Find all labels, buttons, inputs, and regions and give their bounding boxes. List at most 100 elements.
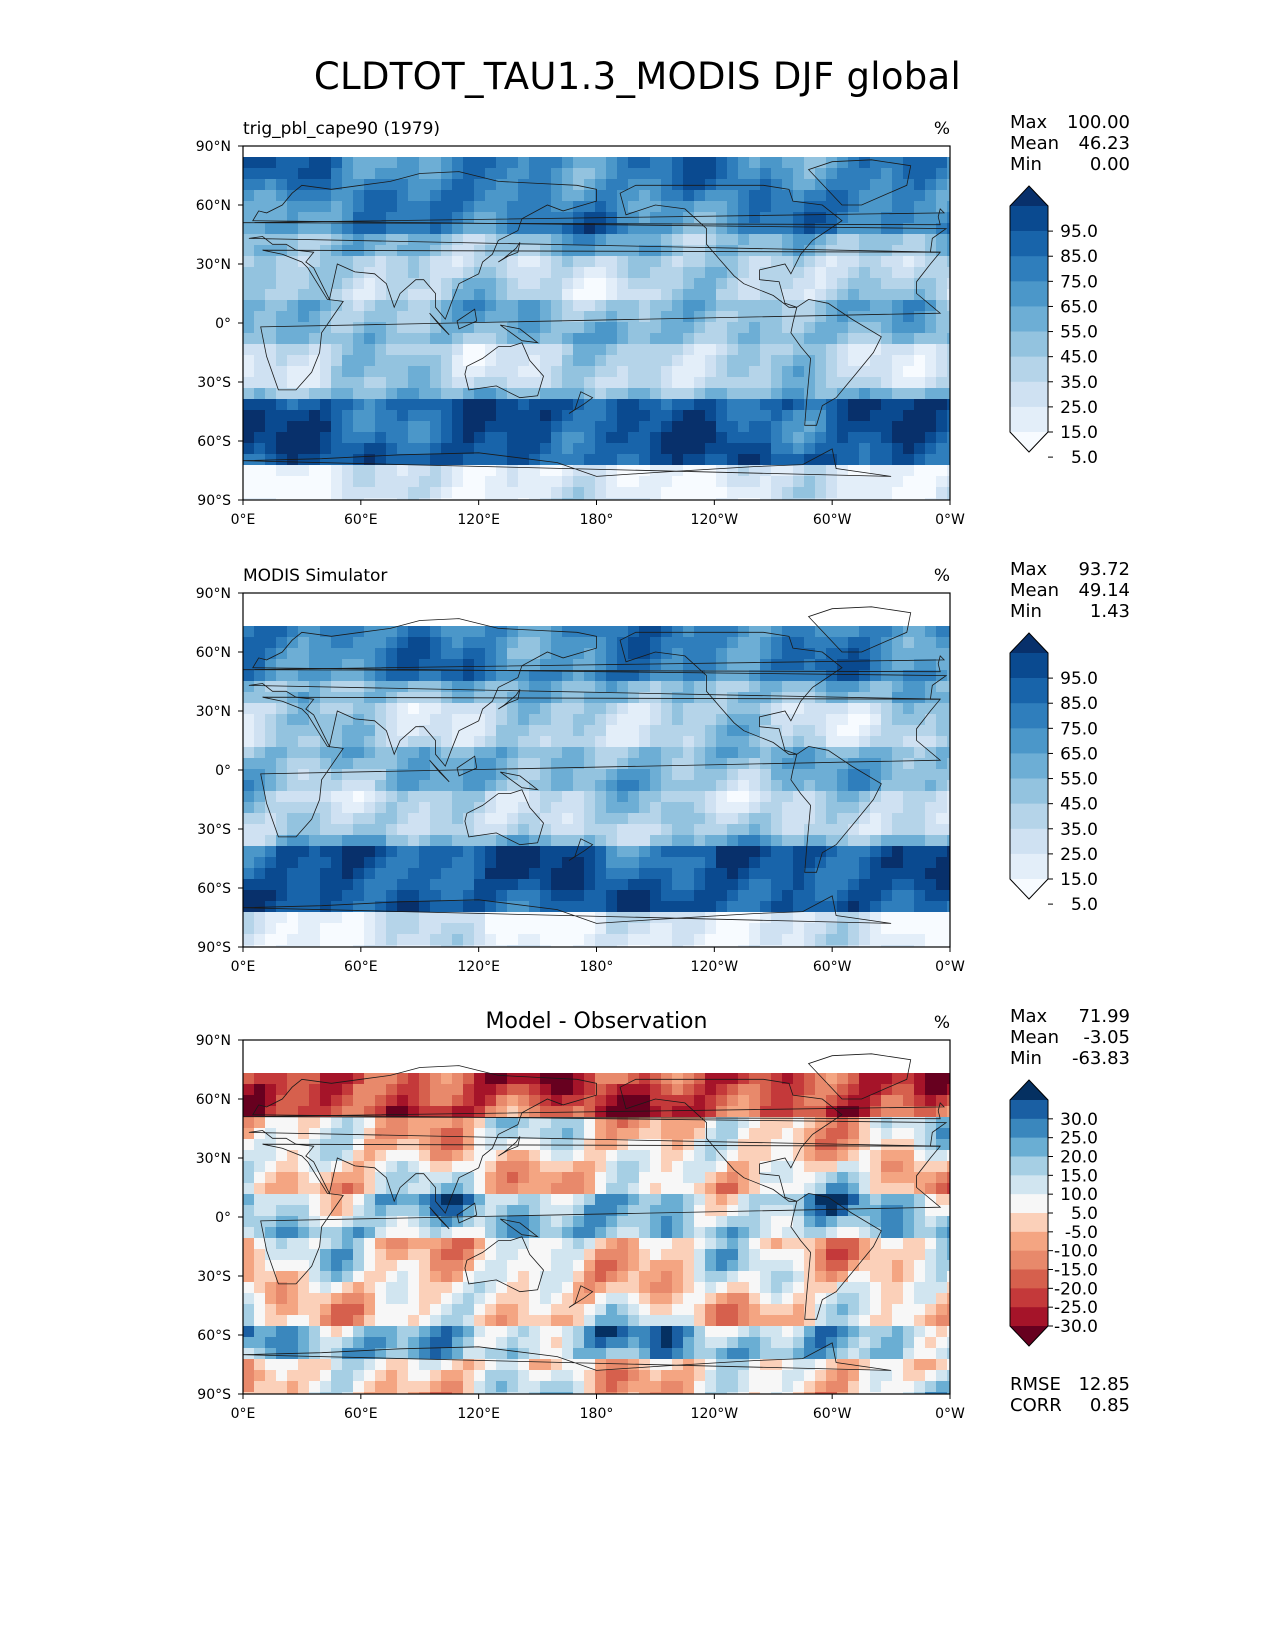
coastline xyxy=(500,324,539,344)
lon-tick-label: 120°E xyxy=(457,1406,500,1422)
coastline xyxy=(248,618,948,767)
colorbar-segment xyxy=(1010,803,1048,830)
colorbar-tick-label: 75.0 xyxy=(1060,719,1098,739)
colorbar-segment xyxy=(1010,1194,1048,1214)
lon-tick-label: 120°W xyxy=(691,512,739,528)
colorbar-segment xyxy=(1010,753,1048,779)
coastline xyxy=(464,1236,544,1293)
colorbar-tick-label: 35.0 xyxy=(1060,820,1098,840)
stats-block-1: Max 100.00 Mean 46.23 Min 0.00 xyxy=(1010,112,1130,175)
colorbar-tick-label: -15.0 xyxy=(1054,1261,1098,1281)
panel-left-title: MODIS Simulator xyxy=(243,566,387,586)
coastline xyxy=(243,895,892,924)
coastline xyxy=(790,745,882,873)
colorbar-segment xyxy=(1010,256,1048,282)
colorbar-segment xyxy=(1010,1118,1048,1138)
map-panel-3: 90°N 60°N 30°N 0° 30°S 60°S 90°S0°E 60°E 120°E 18… xyxy=(196,1009,965,1422)
colorbar-3: 30.025.020.015.010.05.0-5.0-10.0-15.0-20… xyxy=(1009,1079,1098,1347)
coastline xyxy=(790,1192,882,1320)
stat-value: -63.83 xyxy=(1072,1048,1130,1069)
lat-tick-label: 90°S xyxy=(197,1387,231,1403)
lon-tick-label: 60°W xyxy=(813,512,852,528)
colorbar-segment xyxy=(1010,206,1048,232)
colorbar-tick-label: 5.0 xyxy=(1071,448,1098,468)
lon-tick-label: 60°E xyxy=(344,1406,378,1422)
map-field xyxy=(243,1040,950,1394)
colorbar-tick-label: -10.0 xyxy=(1054,1242,1098,1262)
stat-label: Max xyxy=(1010,559,1048,580)
lon-tick-label: 0°E xyxy=(231,1406,256,1422)
colorbar-segment xyxy=(1010,281,1048,307)
coastline xyxy=(260,1143,942,1285)
colorbar-tick-label: 85.0 xyxy=(1060,694,1098,714)
lat-tick-label: 60°N xyxy=(196,1092,231,1108)
colorbar-tick-label: -25.0 xyxy=(1054,1298,1098,1318)
colorbar-tick-label: 15.0 xyxy=(1060,423,1098,443)
coastline xyxy=(807,159,912,206)
stat-value: 100.00 xyxy=(1067,112,1130,133)
lon-tick-label: 60°W xyxy=(813,959,852,975)
lon-tick-label: 120°E xyxy=(457,959,500,975)
lon-tick-label: 180° xyxy=(580,959,614,975)
colorbar-tick-label: -30.0 xyxy=(1054,1317,1098,1337)
colorbar-segment xyxy=(1010,406,1048,433)
lat-tick-label: 90°S xyxy=(197,940,231,956)
colorbar-segment xyxy=(1010,703,1048,729)
coastline xyxy=(807,606,912,653)
panel-left-title: trig_pbl_cape90 (1979) xyxy=(243,119,440,139)
lon-tick-label: 180° xyxy=(580,512,614,528)
metric-value: 0.85 xyxy=(1090,1395,1130,1416)
colorbar-segment xyxy=(1010,331,1048,357)
stat-label: Max xyxy=(1010,112,1048,133)
lon-tick-label: 0°W xyxy=(935,1406,965,1422)
coastline xyxy=(568,1285,594,1308)
stat-label: Mean xyxy=(1010,1027,1059,1048)
lat-tick-label: 30°S xyxy=(197,822,231,838)
stat-value: -3.05 xyxy=(1083,1027,1130,1048)
lat-tick-label: 60°N xyxy=(196,645,231,661)
colorbar-segment xyxy=(1010,853,1048,880)
colorbar-segment xyxy=(1010,728,1048,754)
figure-title: CLDTOT_TAU1.3_MODIS DJF global xyxy=(313,55,962,98)
colorbar-tick-label: 45.0 xyxy=(1060,348,1098,368)
stat-value: 93.72 xyxy=(1078,559,1130,580)
map-panel-1: 90°N 60°N 30°N 0° 30°S 60°S 90°S0°E 60°E 120°E 18… xyxy=(196,119,965,528)
stat-label: Min xyxy=(1010,154,1042,175)
coastline xyxy=(464,789,544,846)
coastline xyxy=(790,298,882,426)
coastline xyxy=(456,1202,478,1224)
colorbar-bottom-extend xyxy=(1010,879,1048,899)
colorbar-segment xyxy=(1010,1288,1048,1308)
colorbar-segment xyxy=(1010,828,1048,855)
coastline xyxy=(498,242,521,263)
coastline xyxy=(619,631,843,755)
colorbar-tick-label: 85.0 xyxy=(1060,247,1098,267)
metric-label: RMSE xyxy=(1010,1374,1061,1395)
lat-tick-label: 90°N xyxy=(196,1033,231,1049)
lat-tick-label: 0° xyxy=(215,763,231,779)
lon-tick-label: 0°E xyxy=(231,512,256,528)
coastline xyxy=(807,1053,912,1100)
lat-tick-label: 30°N xyxy=(196,704,231,720)
lat-tick-label: 90°S xyxy=(197,493,231,509)
colorbar-segment xyxy=(1010,381,1048,408)
colorbar-bottom-extend xyxy=(1010,1326,1048,1346)
lat-tick-label: 60°S xyxy=(197,881,231,897)
colorbar-tick-label: 25.0 xyxy=(1060,1129,1098,1149)
coastline xyxy=(498,689,521,710)
colorbar-tick-label: 75.0 xyxy=(1060,272,1098,292)
stats-block-3: Max 71.99 Mean -3.05 Min -63.83 xyxy=(1010,1006,1130,1069)
coastline xyxy=(243,655,946,673)
coastline xyxy=(243,448,892,477)
colorbar-2: 95.0 85.0 75.0 65.0 55.0 45.0 35.0 25.0 15.0 5.0 xyxy=(1009,632,1098,915)
coastline xyxy=(429,1206,450,1230)
colorbar-tick-label: 95.0 xyxy=(1060,222,1098,242)
colorbar-segment xyxy=(1010,1100,1048,1120)
coastline xyxy=(619,1078,843,1202)
stat-label: Mean xyxy=(1010,133,1059,154)
colorbar-tick-label: 55.0 xyxy=(1060,770,1098,790)
colorbar-tick-label: 5.0 xyxy=(1071,895,1098,915)
colorbar-tick-label: 95.0 xyxy=(1060,669,1098,689)
colorbar-segment xyxy=(1010,778,1048,804)
